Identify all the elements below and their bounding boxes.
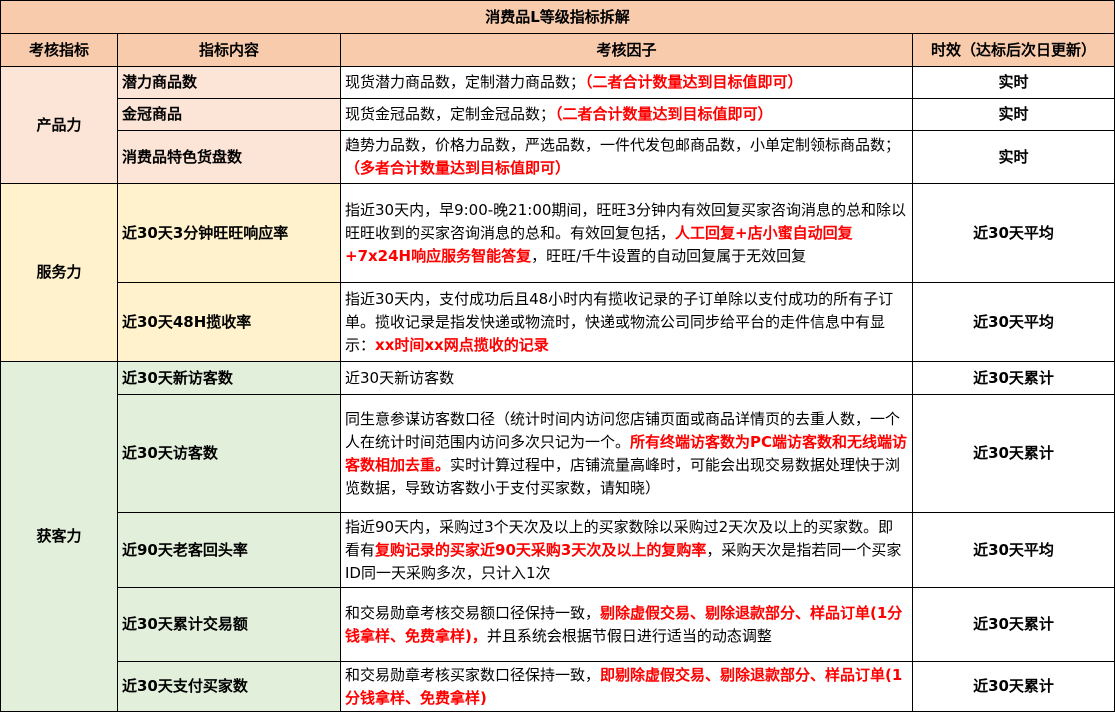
table-row: 服务力 近30天3分钟旺旺响应率 指近30天内，早9:00-晚21:00期间，旺旺3… — [0, 183, 1115, 362]
highlight-text: 人工回复+店小蜜自动回复+7x24H响应服务智能答复 — [345, 223, 853, 265]
table-row: 消费品特色货盘数 趋势力品数，价格力品数，严选品数，一件代发包邮商品数，小单定制领… — [1, 130, 1115, 184]
indicator-name: 近90天老客回头率 — [117, 512, 341, 588]
table-row: 金冠商品 现货金冠品数，定制金冠品数；（二者合计数量达到目标值即可） 实时 — [1, 98, 1115, 131]
factor-text: 实时计算过程中，店铺流量高峰时，可能会出现交易数据处理快于浏览数据，导致访客数小… — [345, 455, 901, 497]
highlight-text: （二者合计数量达到目标值即可） — [555, 105, 773, 123]
timing-cell: 近30天累计 — [912, 361, 1115, 395]
table-row: 近90天老客回头率 指近90天内，采购过3个天次及以上的买家数除以采购过2天次及以… — [1, 512, 1115, 588]
indicator-name: 近30天新访客数 — [117, 361, 341, 395]
factor-cell: 近30天新访客数 — [340, 361, 913, 395]
header-factor: 考核因子 — [340, 33, 913, 67]
highlight-text: 剔除虚假交易、剔除退款部分、样品订单(1分钱拿样、免费拿样)， — [345, 603, 903, 645]
factor-text: 同生意参谋访客数口径（统计时间内访问您店铺页面或商品详情页的去重人数，一个人在统… — [345, 409, 901, 451]
factor-cell: 和交易勋章考核交易额口径保持一致，剔除虚假交易、剔除退款部分、样品订单(1分钱拿… — [340, 587, 913, 662]
factor-text: 指近30天内，支付成功后且48小时内有揽收记录的子订单除以支付成功的所有子订单。… — [345, 289, 894, 354]
table-row: 近30天累计交易额 和交易勋章考核交易额口径保持一致，剔除虚假交易、剔除退款部分、… — [1, 587, 1115, 662]
category-cell: 获客力 — [0, 361, 118, 712]
factor-cell: 现货金冠品数，定制金冠品数；（二者合计数量达到目标值即可） — [340, 98, 913, 131]
indicator-name: 近30天支付买家数 — [117, 661, 341, 712]
indicator-name: 近30天3分钟旺旺响应率 — [117, 183, 341, 283]
timing-cell: 实时 — [912, 98, 1115, 131]
factor-text: ，旺旺/千牛设置的自动回复属于无效回复 — [531, 246, 807, 265]
factor-cell: 同生意参谋访客数口径（统计时间内访问您店铺页面或商品详情页的去重人数，一个人在统… — [340, 394, 913, 513]
factor-text: 现货金冠品数，定制金冠品数； — [345, 105, 556, 123]
table-row: 近30天支付买家数 和交易勋章考核买家数口径保持一致，即剔除虚假交易、剔除退款部分… — [1, 661, 1115, 712]
factor-text: 和交易勋章考核交易额口径保持一致， — [345, 603, 601, 622]
category-cell: 产品力 — [0, 66, 118, 184]
indicator-name: 消费品特色货盘数 — [117, 130, 341, 184]
factor-cell: 指近90天内，采购过3个天次及以上的买家数除以采购过2天次及以上的买家数。即看有… — [340, 512, 913, 588]
timing-cell: 近30天累计 — [912, 661, 1115, 712]
factor-text: 现货潜力商品数，定制潜力商品数； — [345, 73, 586, 91]
factor-cell: 现货潜力商品数，定制潜力商品数；（二者合计数量达到目标值即可） — [340, 66, 913, 99]
table-row: 近30天48H揽收率 指近30天内，支付成功后且48小时内有揽收记录的子订单除以支… — [1, 282, 1115, 362]
factor-text: 和交易勋章考核买家数口径保持一致， — [345, 665, 601, 684]
factor-cell: 趋势力品数，价格力品数，严选品数，一件代发包邮商品数，小单定制领标商品数； （多者… — [340, 130, 913, 184]
table-row: 获客力 近30天新访客数 近30天新访客数 近30天累计 — [0, 361, 1115, 712]
highlight-text: 即剔除虚假交易、剔除退款部分、样品订单(1分钱拿样、免费拿样) — [345, 665, 903, 707]
indicator-name: 近30天48H揽收率 — [117, 282, 341, 362]
indicator-name: 金冠商品 — [117, 98, 341, 131]
timing-cell: 近30天平均 — [912, 512, 1115, 588]
factor-cell: 指近30天内，早9:00-晚21:00期间，旺旺3分钟内有效回复买家咨询消息的总… — [340, 183, 913, 283]
highlight-text: 复购记录的买家近90天采购3天次及以上的复购率 — [375, 540, 707, 559]
highlight-text: 所有终端访客数为PC端访客数和无线端访客数相加去重。 — [345, 432, 908, 474]
timing-cell: 近30天累计 — [912, 587, 1115, 662]
table-title: 消费品L等级指标拆解 — [0, 0, 1115, 34]
factor-text: ，采购天次是指若同一个买家ID同一天采购多次，只计入1次 — [345, 540, 902, 582]
factor-text: 指近90天内，采购过3个天次及以上的买家数除以采购过2天次及以上的买家数。即看有 — [345, 517, 894, 559]
category-cell: 服务力 — [0, 183, 118, 362]
factor-text: 趋势力品数，价格力品数，严选品数，一件代发包邮商品数，小单定制领标商品数； — [345, 136, 901, 154]
header-content: 指标内容 — [117, 33, 341, 67]
factor-cell: 和交易勋章考核买家数口径保持一致，即剔除虚假交易、剔除退款部分、样品订单(1分钱… — [340, 661, 913, 712]
highlight-text: （二者合计数量达到目标值即可） — [585, 73, 803, 91]
timing-cell: 近30天平均 — [912, 183, 1115, 283]
indicator-name: 近30天累计交易额 — [117, 587, 341, 662]
timing-cell: 实时 — [912, 130, 1115, 184]
factor-text: 近30天新访客数 — [345, 368, 455, 387]
indicator-name: 潜力商品数 — [117, 66, 341, 99]
header-row: 考核指标 指标内容 考核因子 时效（达标后次日更新） — [0, 33, 1115, 67]
indicator-name: 近30天访客数 — [117, 394, 341, 513]
table-row: 产品力 潜力商品数 现货潜力商品数，定制潜力商品数；（二者合计数量达到目标值即可）实… — [0, 66, 1115, 184]
timing-cell: 实时 — [912, 66, 1115, 99]
table-row: 近30天访客数 同生意参谋访客数口径（统计时间内访问您店铺页面或商品详情页的去重人… — [1, 394, 1115, 513]
highlight-text: xx时间xx网点揽收的记录 — [375, 335, 549, 354]
factor-text: 并且系统会根据节假日进行适当的动态调整 — [486, 626, 772, 645]
factor-cell: 指近30天内，支付成功后且48小时内有揽收记录的子订单除以支付成功的所有子订单。… — [340, 282, 913, 362]
header-timing: 时效（达标后次日更新） — [912, 33, 1115, 67]
factor-text: 指近30天内，早9:00-晚21:00期间，旺旺3分钟内有效回复买家咨询消息的总… — [345, 200, 906, 242]
timing-cell: 近30天累计 — [912, 394, 1115, 513]
timing-cell: 近30天平均 — [912, 282, 1115, 362]
highlight-text: （多者合计数量达到目标值即可） — [345, 159, 571, 177]
header-category: 考核指标 — [0, 33, 118, 67]
